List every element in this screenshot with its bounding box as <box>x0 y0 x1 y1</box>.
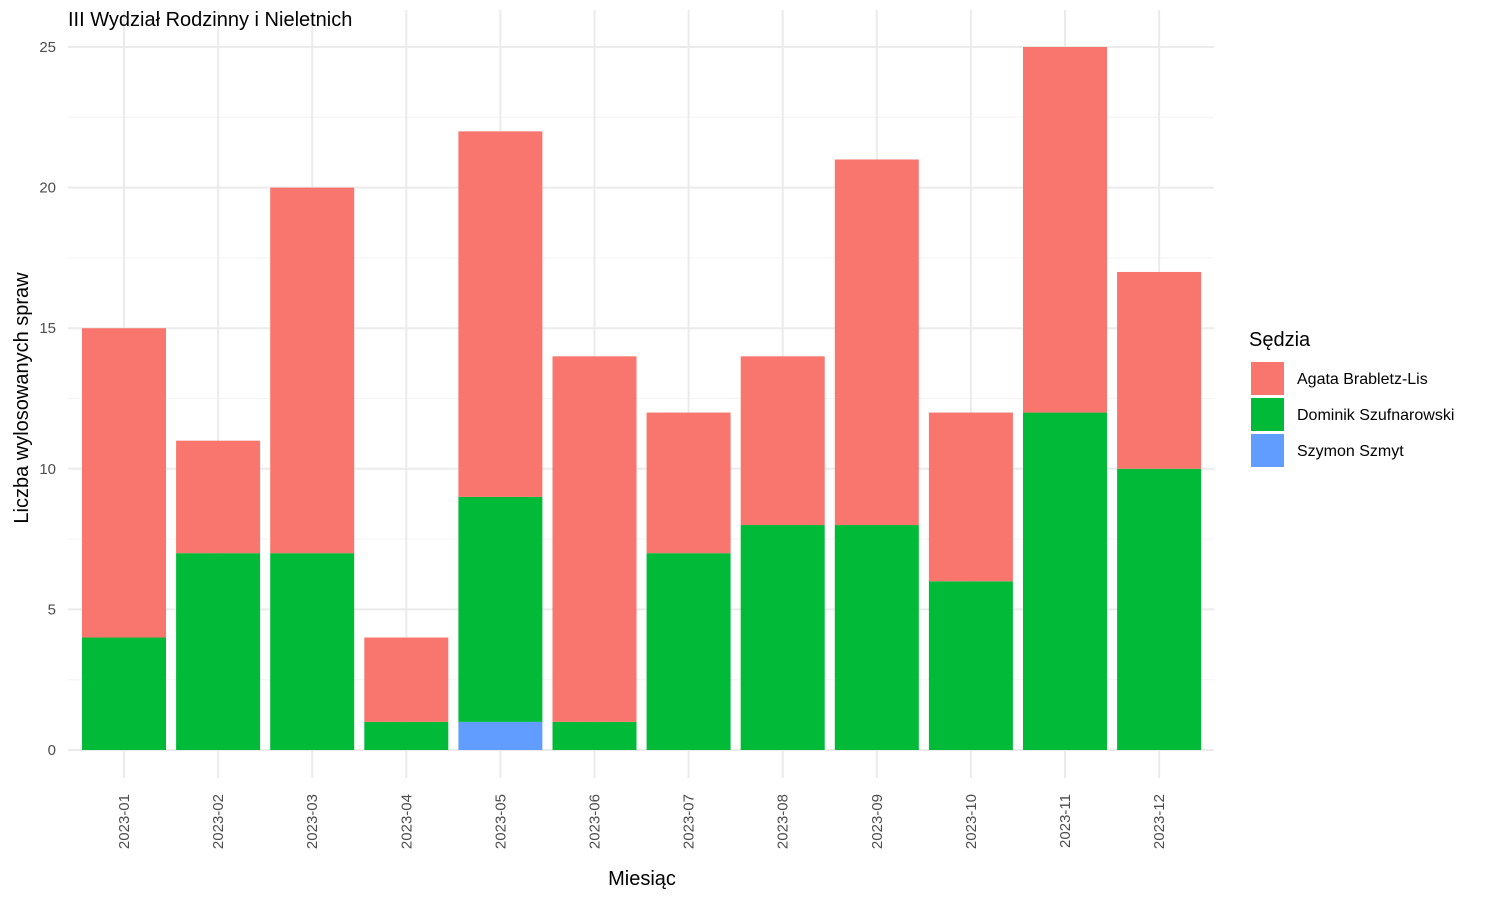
x-tick-label: 2023-04 <box>398 794 415 849</box>
bar-agata-brabletz-lis-2023-04 <box>364 637 449 722</box>
x-tick-label: 2023-06 <box>587 794 604 849</box>
bar-dominik-szufnarowski-2023-06 <box>552 721 637 750</box>
bar-dominik-szufnarowski-2023-09 <box>834 525 919 750</box>
x-tick-label: 2023-11 <box>1057 794 1074 848</box>
bar-agata-brabletz-lis-2023-09 <box>834 159 919 526</box>
bar-agata-brabletz-lis-2023-05 <box>458 131 543 497</box>
legend-swatch <box>1251 434 1284 467</box>
bars <box>82 47 1202 750</box>
bar-agata-brabletz-lis-2023-10 <box>928 412 1013 582</box>
y-axis-title: Liczba wylosowanych spraw <box>11 272 33 524</box>
legend-label: Agata Brabletz-Lis <box>1297 371 1428 388</box>
legend-title: Sędzia <box>1249 329 1311 351</box>
bar-szymon-szmyt-2023-05 <box>458 721 543 750</box>
y-tick-label: 25 <box>39 39 56 56</box>
x-tick-label: 2023-05 <box>492 794 509 849</box>
x-tick-label: 2023-08 <box>775 794 792 849</box>
y-tick-label: 5 <box>48 601 56 618</box>
bar-agata-brabletz-lis-2023-06 <box>552 356 637 722</box>
legend-swatch <box>1251 398 1284 431</box>
bar-dominik-szufnarowski-2023-07 <box>646 553 731 750</box>
bar-dominik-szufnarowski-2023-12 <box>1117 468 1202 750</box>
bar-dominik-szufnarowski-2023-05 <box>458 496 543 722</box>
chart-title: III Wydział Rodzinny i Nieletnich <box>68 9 352 31</box>
bar-agata-brabletz-lis-2023-03 <box>270 187 355 554</box>
bar-dominik-szufnarowski-2023-08 <box>740 525 825 750</box>
y-tick-label: 0 <box>48 742 56 759</box>
x-tick-label: 2023-09 <box>869 794 886 849</box>
bar-agata-brabletz-lis-2023-08 <box>740 356 825 526</box>
bar-dominik-szufnarowski-2023-04 <box>364 721 449 750</box>
bar-agata-brabletz-lis-2023-12 <box>1117 271 1202 469</box>
x-axis-title: Miesiąc <box>608 868 676 890</box>
x-axis-ticks: 2023-01 2023-02 2023-03 2023-04 2023-05 2023-… <box>116 794 1168 849</box>
bar-dominik-szufnarowski-2023-02 <box>176 553 261 750</box>
x-tick-label: 2023-12 <box>1151 794 1168 849</box>
x-tick-label: 2023-07 <box>681 794 698 849</box>
bar-agata-brabletz-lis-2023-01 <box>82 328 166 638</box>
y-tick-label: 20 <box>39 180 56 197</box>
x-tick-label: 2023-02 <box>210 794 227 849</box>
y-tick-label: 10 <box>39 461 56 478</box>
bar-dominik-szufnarowski-2023-11 <box>1023 412 1107 750</box>
legend: Sędzia Agata Brabletz-Lis Dominik Szufnar… <box>1249 329 1454 467</box>
x-tick-label: 2023-03 <box>304 794 321 849</box>
x-tick-label: 2023-10 <box>963 794 980 849</box>
bar-dominik-szufnarowski-2023-01 <box>82 637 166 750</box>
bar-agata-brabletz-lis-2023-11 <box>1023 47 1107 413</box>
bar-dominik-szufnarowski-2023-10 <box>928 581 1013 750</box>
legend-swatch <box>1251 362 1284 395</box>
y-tick-label: 15 <box>39 320 56 337</box>
bar-agata-brabletz-lis-2023-02 <box>176 440 261 554</box>
y-axis-ticks: 0 5 10 15 20 25 <box>39 39 56 759</box>
legend-label: Szymon Szmyt <box>1297 443 1404 460</box>
legend-label: Dominik Szufnarowski <box>1297 407 1454 424</box>
bar-agata-brabletz-lis-2023-07 <box>646 412 731 554</box>
x-tick-label: 2023-01 <box>116 794 133 849</box>
legend-items: Agata Brabletz-Lis Dominik Szufnarowski Sz… <box>1251 362 1454 467</box>
bar-dominik-szufnarowski-2023-03 <box>270 553 355 750</box>
